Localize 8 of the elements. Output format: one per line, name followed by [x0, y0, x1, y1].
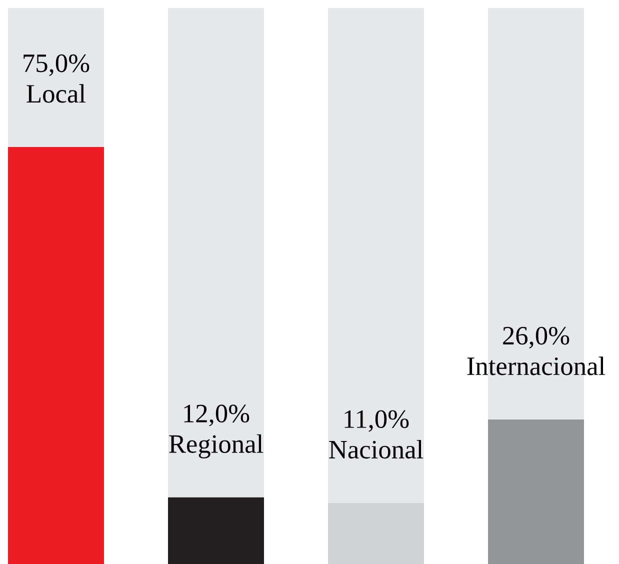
data-label: 75,0% — [24, 54, 90, 76]
data-label: 26,0% — [503, 326, 570, 348]
x-tick-label: Internacional — [467, 356, 606, 376]
data-label: 11,0% — [344, 410, 409, 432]
data-label: 12,0% — [184, 404, 250, 426]
x-tick-label: Regional — [169, 434, 264, 458]
x-tick-label: Local — [26, 84, 86, 103]
x-tick-label: Nacional — [329, 440, 424, 459]
